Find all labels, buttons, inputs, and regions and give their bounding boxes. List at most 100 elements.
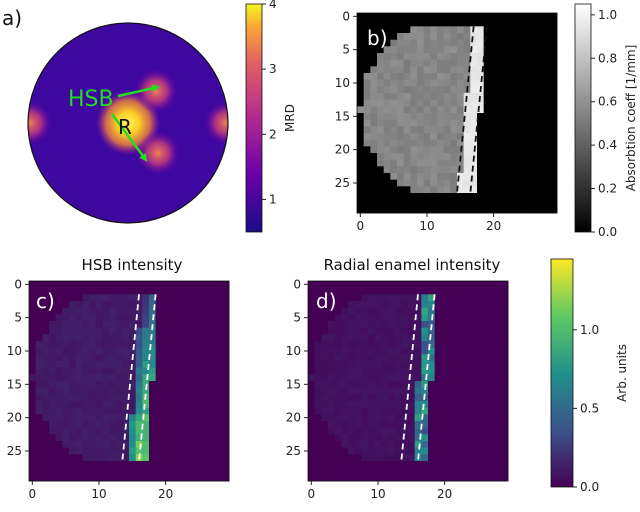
hsb-cell [129,401,137,409]
radial-cell [488,434,496,442]
absorption-cell [517,33,525,41]
hsb-cell [122,341,130,349]
hsb-cell [202,361,210,369]
radial-cell [414,434,422,442]
absorption-cell [417,53,425,61]
radial-cell [354,421,362,429]
absorption-cell [377,59,385,67]
hsb-cell [135,447,143,455]
absorption-cell [417,79,425,87]
absorption-cell [490,146,498,154]
hsb-ytick-label: 0 [14,277,22,291]
radial-cell [388,301,396,309]
hsb-cell [42,327,50,335]
hsb-cell [49,294,57,302]
hsb-cell [42,447,50,455]
absorption-frame [356,12,558,214]
radial-cell [341,441,349,449]
absorption-cell [463,113,471,121]
radial-cell [388,327,396,335]
absorption-cell [450,139,458,147]
absorption-cell [463,133,471,141]
absorption-cell [523,86,531,94]
hsb-cell [195,347,203,355]
radial-cell [348,401,356,409]
radial-cell [314,281,322,289]
hsb-cell [175,381,183,389]
hsb-cell [215,454,223,462]
radial-cell [468,414,476,422]
absorption-cell [383,113,391,121]
radial-cell [428,287,436,295]
radial-cell [314,354,322,362]
hsb-cell [109,407,117,415]
radial-ytick-label: 20 [286,411,301,425]
absorption-cell [430,139,438,147]
colorbar-tick-label: 0.2 [598,182,617,196]
hsb-cell [115,347,123,355]
absorption-cell [430,146,438,154]
hsb-cell [142,407,150,415]
absorption-cell [357,53,365,61]
hsb-cell [122,347,130,355]
hsb-cell [55,407,63,415]
absorption-cell [463,146,471,154]
hsb-cell [169,294,177,302]
hsb-cell [69,461,77,469]
absorption-cell [530,166,538,174]
absorption-cell [397,206,405,214]
absorption-cell [437,13,445,21]
absorption-cell [463,166,471,174]
radial-cell [381,407,389,415]
hsb-cell [182,394,190,402]
hsb-cell [215,374,223,382]
absorption-dashed-line [456,26,475,194]
hsb-cell [42,361,50,369]
radial-cell [361,454,369,462]
absorption-cell [463,153,471,161]
hsb-cell [209,401,217,409]
radial-ytick-label: 25 [286,444,301,458]
absorption-cell [530,153,538,161]
radial-cell [468,334,476,342]
absorption-cell [363,159,371,167]
absorption-cell [363,126,371,134]
radial-cell [341,447,349,455]
radial-cell [341,374,349,382]
radial-cell [361,301,369,309]
absorption-cell [383,186,391,194]
radial-cell [501,461,509,469]
absorption-cell [543,19,551,27]
radial-cell [388,474,396,482]
radial-cell [348,367,356,375]
radial-cell [328,281,336,289]
absorption-cell [397,126,405,134]
hsb-cell [189,427,197,435]
radial-cell [468,361,476,369]
hsb-cell [175,407,183,415]
absorption-cell [403,73,411,81]
hsb-cell [75,441,83,449]
hsb-cell [95,441,103,449]
radial-cell [461,367,469,375]
hsb-cell [55,441,63,449]
absorption-cell [503,19,511,27]
hsb-cell [55,334,63,342]
radial-cell [314,347,322,355]
hsb-cell [69,381,77,389]
absorption-cell [390,173,398,181]
radial-cell [488,314,496,322]
radial-cell [381,474,389,482]
hsb-cell [82,314,90,322]
hsb-cell [175,374,183,382]
radial-cell [308,287,316,295]
absorption-cell [543,93,551,101]
absorption-ytick-label: 15 [335,109,350,123]
hsb-cell [75,301,83,309]
radial-cell [501,387,509,395]
hsb-cell [62,381,70,389]
hsb-cell [155,287,163,295]
radial-cell [321,434,329,442]
radial-cell [434,454,442,462]
